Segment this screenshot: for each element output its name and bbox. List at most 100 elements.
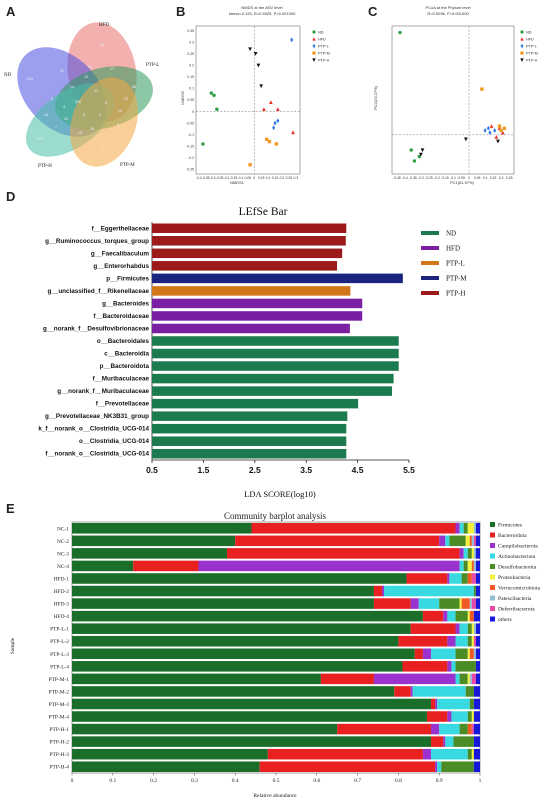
barplot-segment-bacteroidota	[394, 686, 411, 697]
pcoa-point-nd	[398, 30, 402, 35]
nmds-ytick: -0.15	[186, 144, 194, 148]
barplot-segment-desulfobacterota	[467, 748, 472, 760]
panel-letter-a: A	[6, 4, 16, 19]
barplot-segment-desulfobacterota	[465, 686, 474, 697]
barplot-segment-firmicutes	[72, 560, 134, 572]
nmds-ytick: 0.2	[189, 64, 194, 68]
barplot-segment-bacteroidota	[235, 535, 440, 547]
lefse-bar	[152, 348, 399, 359]
pcoa-point-hfd	[489, 124, 494, 128]
venn-count: 58	[132, 85, 136, 89]
nmds-legend-marker	[312, 51, 316, 55]
barplot-segment-actinobacteriota	[449, 573, 462, 584]
barplot-segment-desulfobacterota	[453, 736, 474, 747]
nmds-subtitle: stress=0.125, R=0.5025, P=0.001000	[229, 11, 296, 16]
barplot-segment-bacteroidota	[133, 560, 199, 572]
barplot-segment-others	[473, 736, 480, 747]
lefse-bar-label: g__Enterorhabdus	[93, 263, 149, 270]
nmds-xtick: 0.1	[266, 176, 271, 180]
barplot-segment-actinobacteriota	[431, 748, 468, 760]
barplot-segment-firmicutes	[72, 610, 423, 622]
pcoa-point-ptp-h	[419, 152, 423, 157]
barplot-segment-deferribacterota	[471, 573, 476, 584]
pcoa-point-ptp-h	[463, 137, 468, 142]
barplot-sample-label: HFD-4	[54, 614, 70, 620]
nmds-ytick: 0.15	[187, 75, 194, 79]
venn-count: 14	[70, 85, 74, 89]
barplot-segment-campilobacterota	[198, 560, 460, 572]
barplot-segment-others	[475, 548, 480, 559]
venn-label-ptpm: PTP-M	[120, 163, 135, 168]
barplot-legend-label: Patescibacteria	[498, 596, 532, 602]
nmds-ytick: -0.2	[188, 156, 194, 160]
barplot-segment-bacteroidota	[402, 661, 448, 672]
nmds-point-ptp-l	[276, 118, 280, 124]
barplot-segment-actinobacteriota	[447, 610, 456, 622]
barplot-segment-others	[475, 635, 480, 647]
venn-count: 16	[44, 113, 48, 117]
pcoa-point-ptp-m	[499, 128, 503, 133]
barplot-segment-desulfobacterota	[455, 648, 468, 660]
barplot-segment-campilobacterota	[447, 573, 450, 584]
pcoa-legend-marker	[520, 43, 524, 49]
barplot-segment-firmicutes	[72, 523, 252, 534]
lefse-bar-label: g__norank_f__Desulfovibrionaceae	[43, 325, 150, 332]
pcoa-legend-marker	[520, 51, 524, 55]
pcoa-xtick: -0.25	[425, 176, 433, 180]
barplot-segment-campilobacterota	[435, 698, 438, 710]
nmds-legend-marker	[312, 30, 316, 34]
barplot-segment-actinobacteriota	[459, 560, 464, 572]
barplot-segment-actinobacteriota	[459, 523, 464, 534]
pcoa-point-ptp-m	[497, 124, 502, 128]
pcoa-point-hfd	[500, 130, 505, 135]
barplot-legend-swatch	[490, 543, 495, 548]
barplot-segment-verrucomicrobiota	[469, 648, 474, 660]
barplot-segment-proteobacteria	[471, 623, 474, 634]
barplot-segment-patescibacteria	[469, 673, 472, 685]
barplot-segment-firmicutes	[72, 598, 374, 609]
lefse-bar-label: g__Ruminococcus_torques_group	[45, 238, 149, 245]
nmds-legend-marker	[312, 58, 316, 62]
barplot-segment-bacteroidota	[373, 598, 411, 609]
lefse-xtick: 3.5	[300, 465, 312, 475]
barplot-segment-proteobacteria	[471, 711, 474, 722]
pcoa-point-ptp-m	[502, 126, 507, 130]
lefse-bar	[152, 411, 348, 421]
barplot-legend-swatch	[490, 564, 495, 569]
barplot-segment-others	[475, 585, 480, 597]
nmds-xtick: 0.15	[272, 176, 279, 180]
barplot-segment-proteobacteria	[467, 560, 472, 572]
barplot-legend-swatch	[490, 532, 495, 538]
barplot-segment-actinobacteriota	[431, 648, 456, 660]
barplot-segment-actinobacteriota	[455, 635, 468, 647]
lefse-bar-label: g__Faecalibaculum	[91, 250, 149, 257]
pcoa-xtick: 0.2	[499, 176, 504, 180]
lefse-bar	[152, 361, 399, 371]
barplot-segment-campilobacterota	[447, 711, 452, 722]
pcoa-xtick: -0.45	[393, 176, 401, 180]
pcoa-legend-label: PTP-M	[526, 51, 538, 55]
pcoa-legend-label: HFD	[526, 37, 534, 41]
nmds-point-ptp-l	[273, 120, 277, 126]
barplot-xtick: 0.7	[354, 778, 361, 784]
barplot-segment-campilobacterota	[410, 686, 413, 697]
barplot-xtick: 0.1	[109, 778, 116, 784]
lefse-legend-label: PTP-M	[446, 275, 467, 283]
lefse-xtick: 4.5	[352, 465, 364, 475]
barplot-sample-label: HFD-2	[54, 589, 70, 595]
lefse-legend-swatch	[421, 291, 439, 295]
barplot-segment-others	[473, 610, 480, 622]
barplot-segment-others	[475, 661, 480, 672]
barplot-sample-label: NC-3	[57, 551, 69, 557]
barplot-segment-desulfobacterota	[467, 623, 472, 634]
lefse-bar	[152, 298, 363, 309]
nmds-ytick: 0.1	[189, 87, 194, 91]
nmds-legend-label: HFD	[318, 37, 326, 41]
barplot-segment-proteobacteria	[467, 648, 470, 660]
nmds-point-ptp-l	[272, 125, 276, 131]
pcoa-xtick: -0.2	[434, 176, 440, 180]
pcoa-xtick: 0.05	[474, 176, 481, 180]
nmds-point-ptp-l	[290, 37, 294, 43]
nmds-point-hfd	[291, 130, 295, 135]
barplot-segment-verrucomicrobiota	[469, 535, 472, 547]
